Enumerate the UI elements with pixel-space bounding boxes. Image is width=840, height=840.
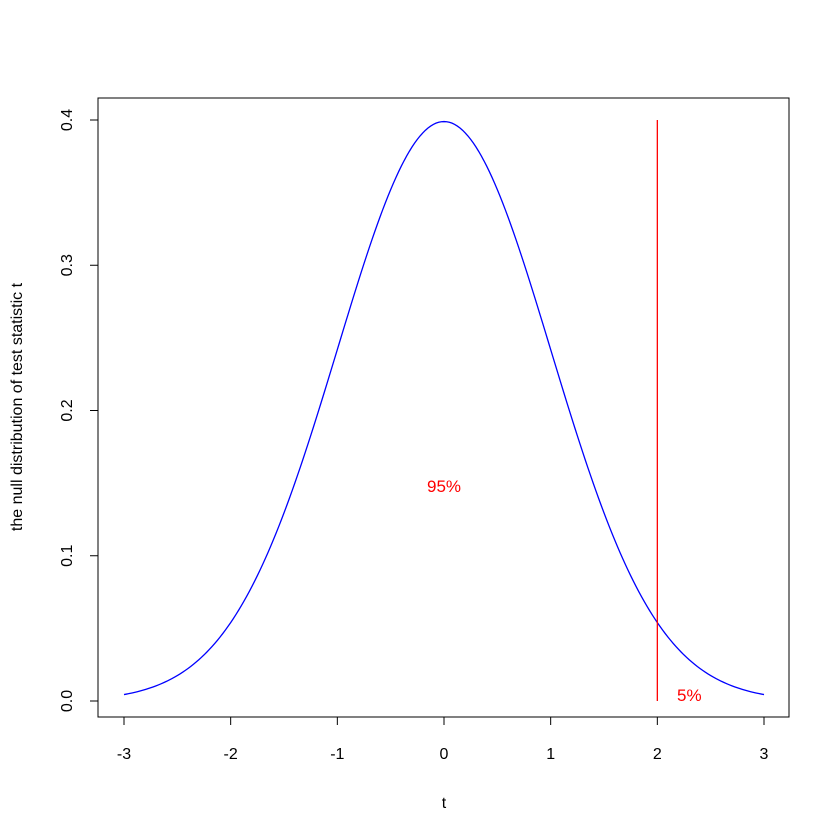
y-tick-label: 0.4 <box>59 109 76 131</box>
y-tick-label: 0.0 <box>59 690 76 712</box>
x-tick-label: 1 <box>546 746 555 763</box>
density-curve <box>123 120 765 696</box>
y-axis: 0.0 0.1 0.2 0.3 0.4 <box>59 109 99 712</box>
annotation-label: 95% <box>427 477 461 496</box>
x-tick-label: -2 <box>224 746 238 763</box>
x-tick-label: 3 <box>760 746 769 763</box>
x-tick-label: 0 <box>440 746 449 763</box>
y-tick-label: 0.3 <box>59 254 76 276</box>
plot-box <box>97 97 790 718</box>
y-tick-label: 0.2 <box>59 399 76 421</box>
y-tick-label: 0.1 <box>59 545 76 567</box>
x-tick-label: 2 <box>653 746 662 763</box>
annotations: 95% 5% <box>427 477 702 705</box>
y-axis-label: the null distribution of test statistic … <box>9 282 26 531</box>
x-tick-label: -1 <box>330 746 344 763</box>
annotation-label: 5% <box>677 686 702 705</box>
x-axis-label: t <box>442 795 447 812</box>
x-tick-label: -3 <box>117 746 131 763</box>
x-axis: -3 -2 -1 0 1 2 3 <box>117 716 769 763</box>
